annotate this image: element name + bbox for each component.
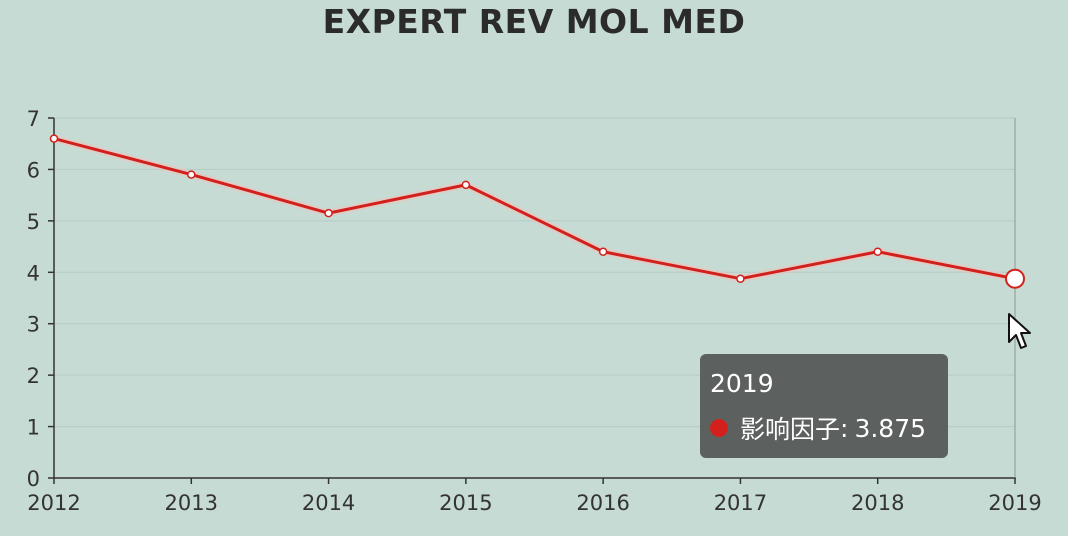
x-tick-label: 2019 xyxy=(988,491,1041,515)
y-tick-label: 2 xyxy=(27,364,40,388)
y-tick-label: 1 xyxy=(27,416,40,440)
x-tick-label: 2018 xyxy=(851,491,904,515)
tooltip-series-marker xyxy=(710,419,728,437)
x-tick-label: 2013 xyxy=(165,491,218,515)
chart-title: EXPERT REV MOL MED xyxy=(322,2,746,41)
y-tick-label: 4 xyxy=(27,261,40,285)
y-tick-label: 0 xyxy=(27,467,40,491)
y-tick-label: 3 xyxy=(27,313,40,337)
tooltip-value: 3.875 xyxy=(854,413,927,443)
tick-labels: 0 1 2 3 4 5 6 7 2012 2013 2014 2015 2016 2017 2018 2019 xyxy=(27,107,1042,515)
y-tick-label: 6 xyxy=(27,158,40,182)
x-tick-label: 2014 xyxy=(302,491,355,515)
grid xyxy=(54,117,1015,428)
axes xyxy=(48,117,1016,484)
data-point xyxy=(598,247,608,256)
x-tick-label: 2012 xyxy=(27,491,80,515)
x-tick-label: 2017 xyxy=(714,491,767,515)
tooltip-x-label: 2019 xyxy=(710,369,774,398)
tooltip: 2019 影响因子 : 3.875 xyxy=(700,354,948,458)
tooltip-series-name: 影响因子 xyxy=(740,415,841,444)
tooltip-series-row: 影响因子 : 3.875 xyxy=(710,410,938,446)
data-point xyxy=(873,247,882,256)
tooltip-separator: : xyxy=(840,413,849,443)
data-point xyxy=(461,180,471,190)
x-tick-label: 2015 xyxy=(439,491,492,515)
series-line xyxy=(53,137,1016,281)
series-layer xyxy=(49,134,1025,289)
data-point xyxy=(187,170,196,179)
series-line-glow xyxy=(53,135,1016,283)
data-point xyxy=(736,274,745,283)
data-point xyxy=(49,134,59,143)
data-point xyxy=(324,208,333,218)
y-tick-label: 7 xyxy=(27,107,40,131)
x-tick-label: 2016 xyxy=(576,491,629,515)
y-tick-label: 5 xyxy=(27,210,40,234)
data-point-highlighted xyxy=(1005,268,1025,289)
mouse-cursor-icon xyxy=(1008,313,1031,349)
